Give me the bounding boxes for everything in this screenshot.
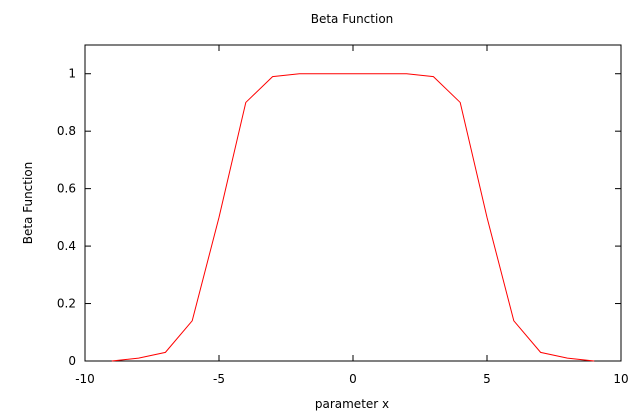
x-axis-label: parameter x bbox=[315, 397, 389, 411]
plot-frame bbox=[85, 45, 621, 361]
x-tick-label: 5 bbox=[483, 372, 491, 386]
y-axis-ticks: 0 0.2 0.4 0.6 0.8 1 bbox=[57, 67, 621, 368]
y-tick-label: 0.2 bbox=[57, 297, 76, 311]
x-tick-label: 0 bbox=[349, 372, 357, 386]
series-line bbox=[112, 74, 594, 361]
x-axis-ticks: -10 -5 0 5 10 bbox=[75, 45, 628, 386]
y-tick-label: 0.6 bbox=[57, 182, 76, 196]
chart-title: Beta Function bbox=[311, 12, 394, 26]
y-tick-label: 0.4 bbox=[57, 239, 76, 253]
y-tick-label: 1 bbox=[68, 67, 76, 81]
x-tick-label: 10 bbox=[613, 372, 628, 386]
y-axis-label: Beta Function bbox=[21, 162, 35, 245]
x-tick-label: -5 bbox=[213, 372, 225, 386]
series-layer bbox=[112, 74, 594, 361]
y-tick-label: 0 bbox=[68, 354, 76, 368]
x-tick-label: -10 bbox=[75, 372, 95, 386]
y-tick-label: 0.8 bbox=[57, 124, 76, 138]
